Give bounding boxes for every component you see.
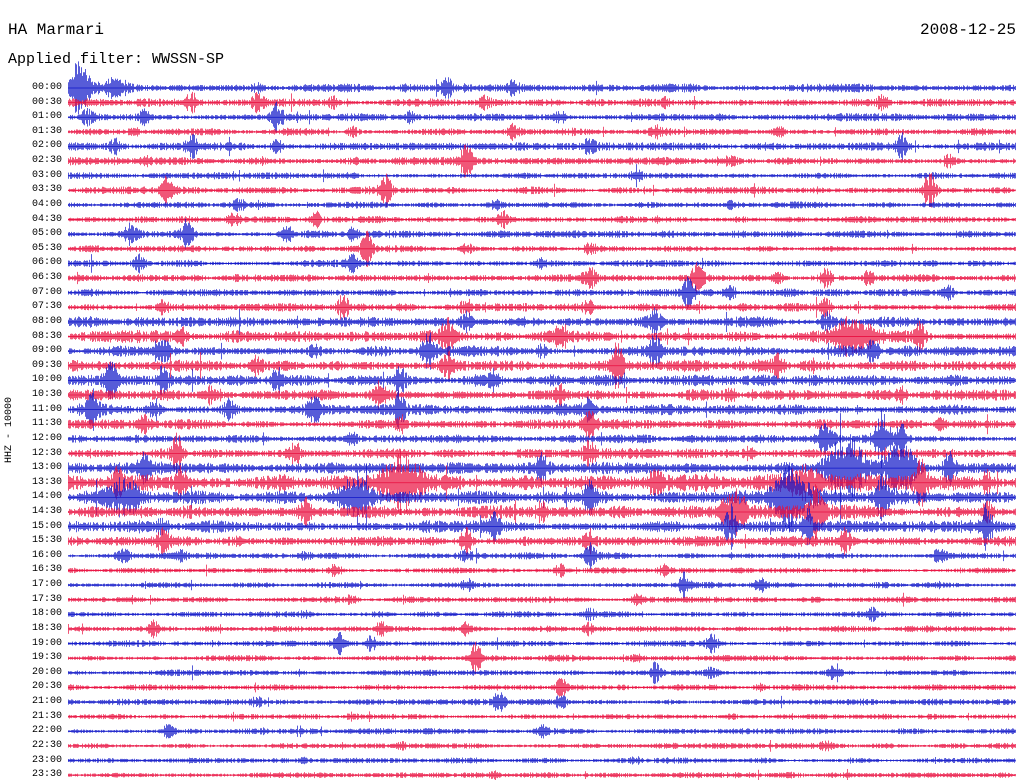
seismogram-traces (0, 0, 1024, 780)
helicorder-page: HA Marmari 2008-12-25 Applied filter: WW… (0, 0, 1024, 780)
